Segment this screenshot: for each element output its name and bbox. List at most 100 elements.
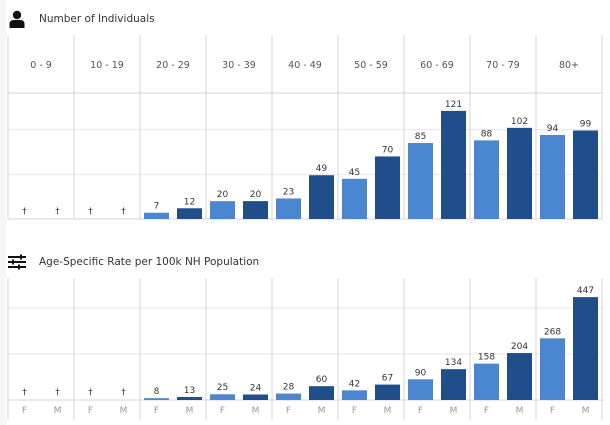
bar-f <box>342 178 367 219</box>
data-label: 70 <box>382 145 394 155</box>
data-label: 42 <box>349 379 360 389</box>
bar-m <box>243 394 268 400</box>
bar-f <box>144 212 169 219</box>
bar-m <box>375 156 400 219</box>
chart1-title: Number of Individuals <box>39 13 155 25</box>
sex-axis-label: F <box>352 406 357 416</box>
suppressed-marker: † <box>88 207 93 217</box>
suppressed-marker: † <box>121 207 126 217</box>
sex-axis-label: M <box>252 406 260 416</box>
bar-m <box>573 130 598 219</box>
sex-axis-label: F <box>88 406 93 416</box>
suppressed-marker: † <box>22 207 27 217</box>
data-label: 25 <box>217 383 228 393</box>
sex-axis-label: F <box>286 406 291 416</box>
sex-axis-label: M <box>120 406 128 416</box>
data-label: 45 <box>349 168 360 178</box>
bar-m <box>507 127 532 219</box>
data-label: 94 <box>547 124 559 134</box>
sex-axis-label: M <box>384 406 392 416</box>
suppressed-marker: † <box>121 388 126 398</box>
data-label: 134 <box>445 358 462 368</box>
data-label: 88 <box>481 129 493 139</box>
suppressed-marker: † <box>22 388 27 398</box>
data-label: 204 <box>511 342 528 352</box>
age-group-header: 30 - 39 <box>222 60 256 71</box>
age-group-header: 80+ <box>559 60 579 71</box>
bar-f <box>342 390 367 400</box>
age-group-header: 20 - 29 <box>156 60 190 71</box>
bar-f <box>408 143 433 219</box>
sliders-icon <box>8 253 26 271</box>
bar-m <box>177 208 202 219</box>
age-group-header: 50 - 59 <box>354 60 388 71</box>
sex-axis-label: F <box>220 406 225 416</box>
data-label: 20 <box>217 190 229 200</box>
data-label: 85 <box>415 132 426 142</box>
suppressed-marker: † <box>55 207 60 217</box>
bar-m <box>441 369 466 400</box>
data-label: 20 <box>250 190 262 200</box>
age-group-header: 70 - 79 <box>486 60 520 71</box>
bar-f <box>408 379 433 400</box>
bar-m <box>507 353 532 400</box>
data-label: 24 <box>250 383 262 393</box>
person-icon <box>8 10 26 28</box>
chart2-title-row: Age-Specific Rate per 100k NH Population <box>8 253 259 271</box>
data-label: 60 <box>316 375 328 385</box>
data-label: 447 <box>577 286 594 296</box>
bar-f <box>540 338 565 400</box>
age-group-header: 40 - 49 <box>288 60 322 71</box>
data-label: 102 <box>511 117 528 127</box>
data-label: 7 <box>154 202 160 212</box>
bar-f <box>210 394 235 400</box>
bar-m <box>441 110 466 219</box>
data-label: 13 <box>184 386 195 396</box>
chart2-title: Age-Specific Rate per 100k NH Population <box>39 256 260 268</box>
chart-number-of-individuals: 0 - 9 † † 10 - 19 † † 20 - 29 7 12 30 - 39 20 20 40 … <box>7 35 603 220</box>
sex-axis-label: M <box>54 406 62 416</box>
sex-axis-label: M <box>450 406 458 416</box>
bar-m <box>309 386 334 400</box>
data-label: 28 <box>283 383 295 393</box>
suppressed-marker: † <box>55 388 60 398</box>
bar-f <box>144 398 169 400</box>
data-label: 12 <box>184 197 195 207</box>
bar-m <box>243 201 268 219</box>
sex-axis-label: M <box>186 406 194 416</box>
data-label: 90 <box>415 368 427 378</box>
sex-axis-label: F <box>418 406 423 416</box>
bar-f <box>276 393 301 400</box>
bar-m <box>375 384 400 400</box>
sex-axis-label: M <box>318 406 326 416</box>
bar-f <box>540 135 565 219</box>
data-label: 158 <box>478 353 495 363</box>
data-label: 8 <box>154 387 160 397</box>
bar-m <box>309 175 334 219</box>
sex-axis-label: F <box>484 406 489 416</box>
data-label: 67 <box>382 374 393 384</box>
left-edge-strip <box>0 0 6 425</box>
sex-axis-label: F <box>550 406 555 416</box>
bar-f <box>210 201 235 219</box>
bar-f <box>276 198 301 219</box>
sex-axis-label: M <box>582 406 590 416</box>
data-label: 49 <box>316 164 328 174</box>
suppressed-marker: † <box>88 388 93 398</box>
sex-axis-label: F <box>22 406 27 416</box>
bar-m <box>573 297 598 400</box>
data-label: 121 <box>445 100 462 110</box>
data-label: 99 <box>580 120 592 130</box>
data-label: 23 <box>283 187 294 197</box>
age-group-header: 60 - 69 <box>420 60 454 71</box>
sex-axis-label: F <box>154 406 159 416</box>
chart1-title-row: Number of Individuals <box>8 10 155 28</box>
bar-f <box>474 140 499 219</box>
bar-m <box>177 397 202 400</box>
age-group-header: 10 - 19 <box>90 60 124 71</box>
data-label: 268 <box>544 327 561 337</box>
age-group-header: 0 - 9 <box>30 60 52 71</box>
bar-f <box>474 363 499 400</box>
sex-axis-label: M <box>516 406 524 416</box>
